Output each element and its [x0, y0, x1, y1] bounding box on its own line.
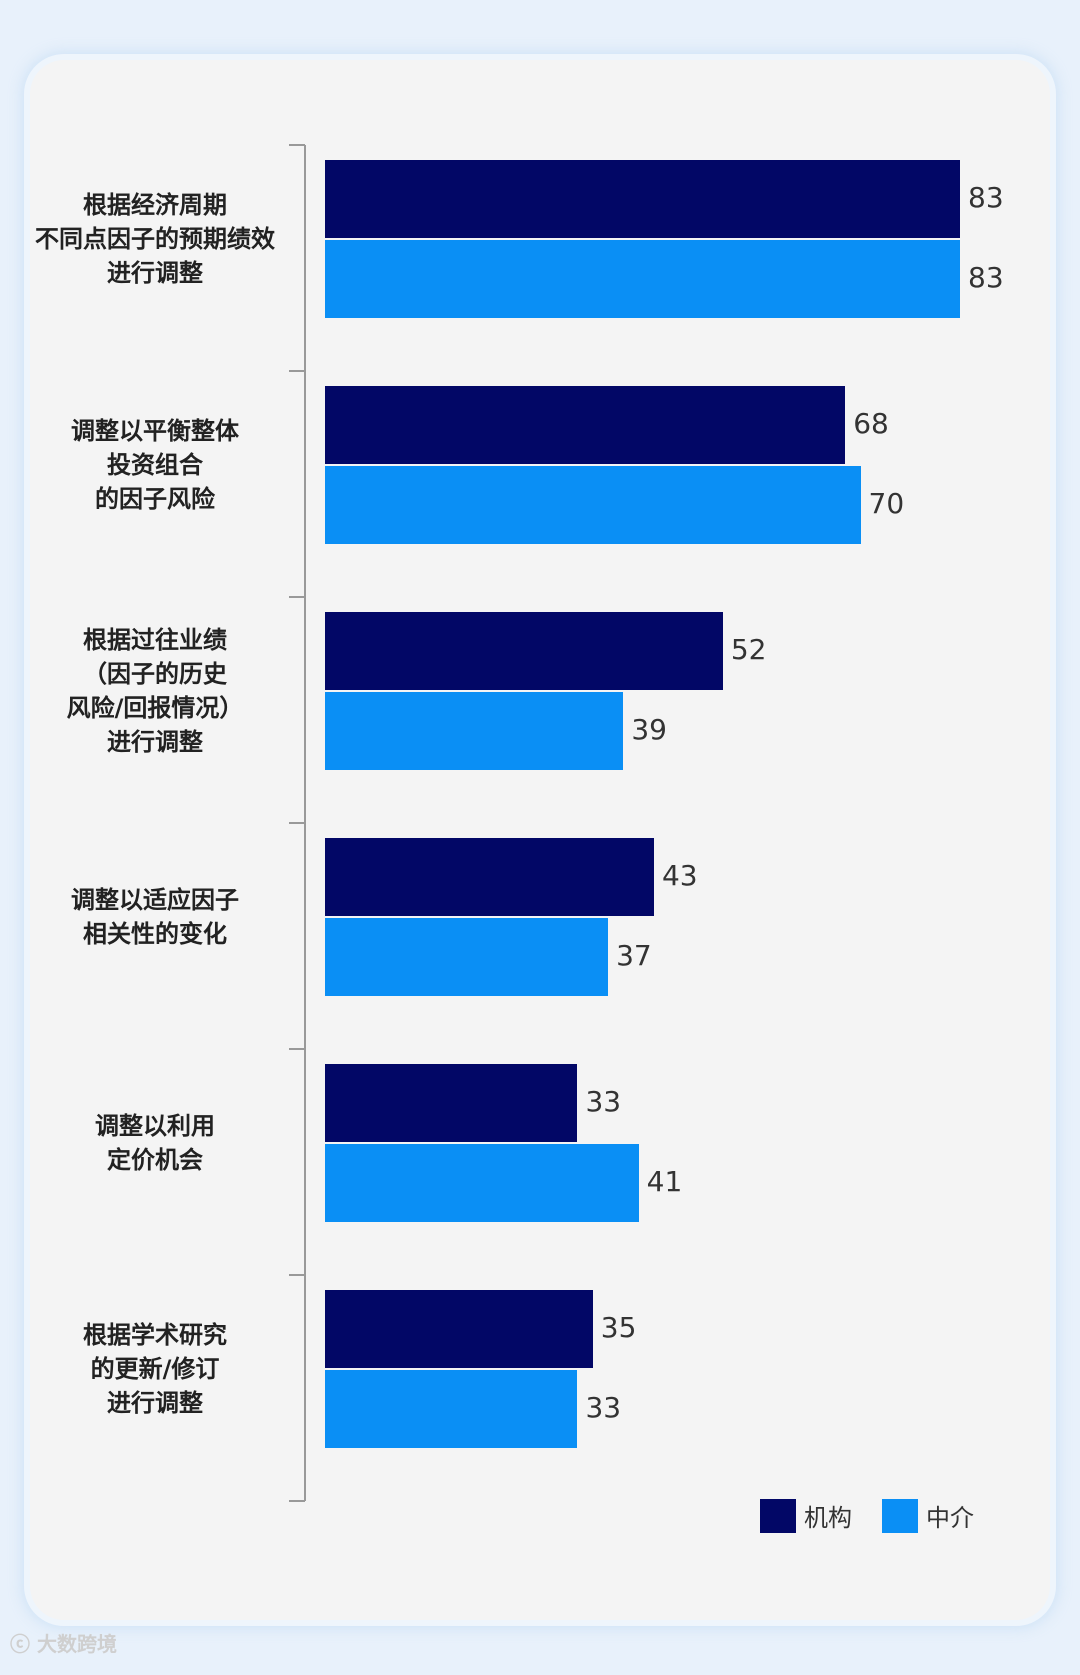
legend: 机构 中介 [760, 1498, 1004, 1533]
data-label: 83 [968, 261, 1004, 294]
legend-swatch-institution [760, 1498, 796, 1533]
watermark-icon: ⓒ [10, 1632, 30, 1656]
legend-label-institution: 机构 [804, 1504, 852, 1532]
legend-label-intermediary: 中介 [926, 1504, 974, 1532]
legend-swatch-intermediary [882, 1498, 918, 1533]
data-label: 33 [585, 1391, 622, 1424]
data-label: 39 [631, 713, 667, 746]
bar [325, 918, 609, 996]
category-label: 调整以适应因子 相关性的变化 [71, 886, 239, 948]
category-label: 根据经济周期 不同点因子的预期绩效 进行调整 [35, 191, 275, 287]
category-label: 调整以平衡整体 投资组合 的因子风险 [71, 417, 239, 513]
bar [325, 692, 624, 770]
legend-item-intermediary: 中介 [882, 1498, 974, 1533]
bar [325, 240, 960, 318]
bar [325, 1290, 593, 1368]
data-label: 83 [968, 181, 1004, 214]
bar [325, 838, 654, 916]
bar [325, 1064, 578, 1142]
category-label: 调整以利用 定价机会 [95, 1112, 215, 1174]
data-label: 68 [853, 407, 889, 440]
data-label: 35 [600, 1311, 637, 1344]
data-label: 70 [868, 487, 905, 520]
bar [325, 466, 861, 544]
bar [325, 612, 723, 690]
legend-item-institution: 机构 [760, 1498, 852, 1533]
watermark: ⓒ 大数跨境 [10, 1628, 117, 1657]
data-label: 43 [661, 859, 698, 892]
category-label: 根据学术研究 的更新/修订 进行调整 [83, 1321, 227, 1417]
bar [325, 1370, 578, 1448]
bar [325, 1144, 639, 1222]
data-label: 37 [616, 939, 652, 972]
data-label: 41 [646, 1165, 683, 1198]
data-label: 52 [730, 633, 767, 666]
bar [325, 160, 960, 238]
watermark-text: 大数跨境 [36, 1632, 117, 1656]
data-label: 33 [585, 1085, 622, 1118]
category-label: 根据过往业绩 （因子的历史 风险/回报情况） 进行调整 [66, 626, 244, 756]
bar [325, 386, 846, 464]
